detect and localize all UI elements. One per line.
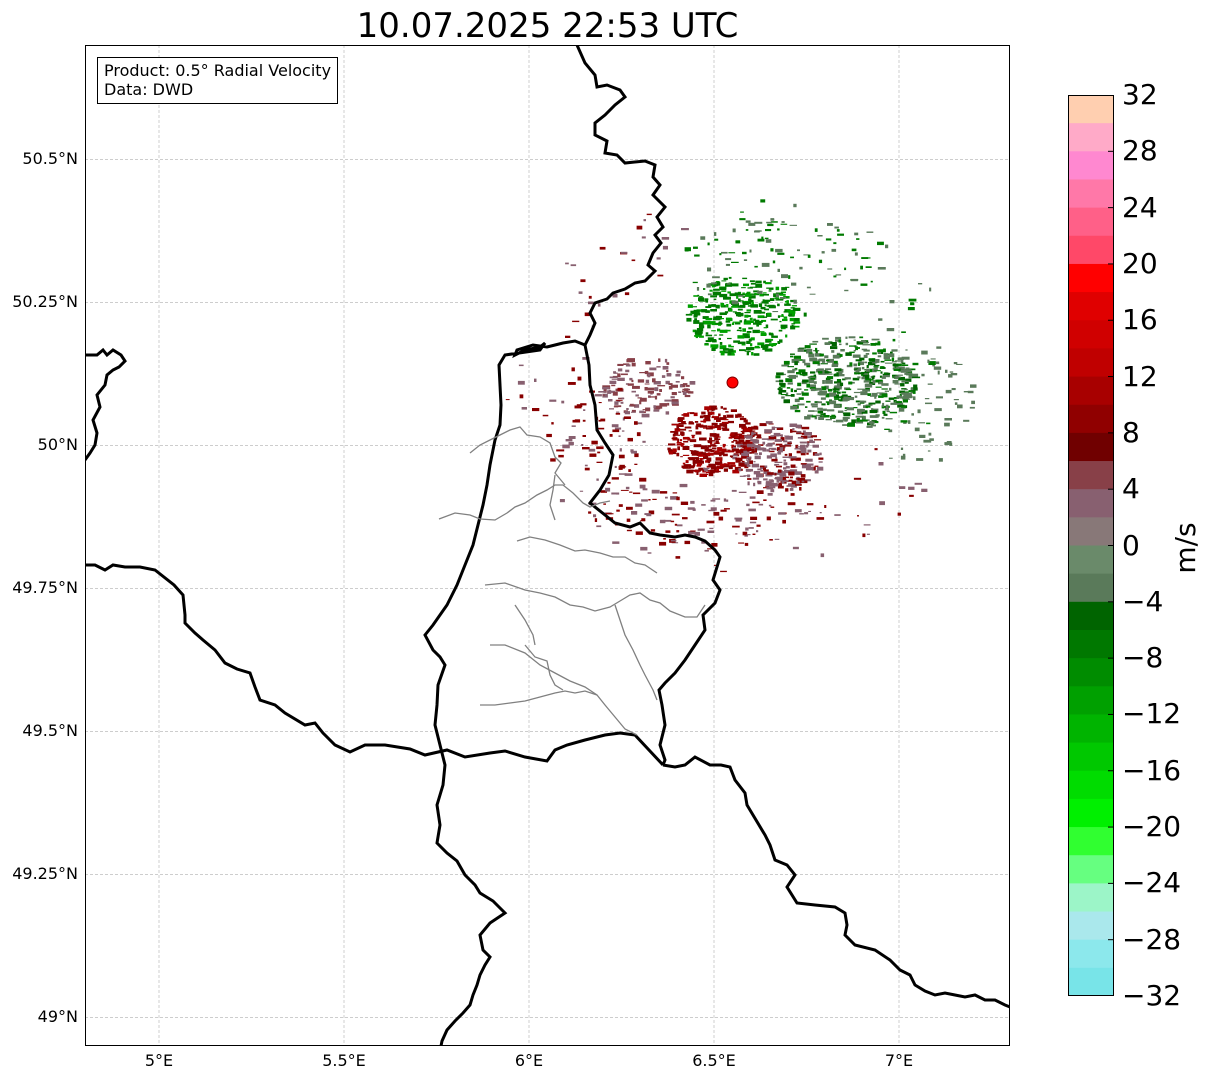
colorbar-tick-label: −32 xyxy=(1122,979,1182,1012)
colorbar-band xyxy=(1068,235,1114,265)
colorbar-band xyxy=(1068,123,1114,152)
product-info-box: Product: 0.5° Radial Velocity Data: DWD xyxy=(97,57,339,104)
colorbar-band xyxy=(1068,95,1114,124)
colorbar-band xyxy=(1068,911,1114,941)
colorbar-band xyxy=(1068,770,1114,800)
colorbar-tick-label: 16 xyxy=(1122,303,1158,337)
colorbar-band xyxy=(1068,658,1114,687)
colorbar-tick-label: 20 xyxy=(1122,246,1158,280)
lon-tick-label: 5°E xyxy=(144,1051,174,1070)
radar-map[interactable] xyxy=(85,45,1010,1046)
colorbar xyxy=(1068,95,1114,996)
colorbar-unit-label: m/s xyxy=(1169,522,1202,574)
colorbar-band xyxy=(1068,489,1114,518)
colorbar-band xyxy=(1068,461,1114,490)
radar-velocity-echoes xyxy=(505,199,977,573)
lat-tick-label: 50.25°N xyxy=(12,292,78,312)
colorbar-tick-label: 8 xyxy=(1122,415,1140,449)
colorbar-band xyxy=(1068,207,1114,237)
colorbar-band xyxy=(1068,517,1114,546)
colorbar-tick-label: 28 xyxy=(1122,134,1158,168)
colorbar-tick-label: −8 xyxy=(1122,641,1164,675)
colorbar-band xyxy=(1068,376,1114,406)
colorbar-band xyxy=(1068,629,1114,659)
map-area[interactable] xyxy=(85,45,1010,1046)
colorbar-tick-label: 4 xyxy=(1122,472,1140,506)
lat-tick-label: 49.5°N xyxy=(22,721,78,741)
colorbar-band xyxy=(1068,855,1114,884)
border-lu-fr xyxy=(85,563,665,767)
colorbar-band xyxy=(1068,432,1114,462)
lat-tick-label: 49.75°N xyxy=(12,578,78,598)
product-label: Product: 0.5° Radial Velocity xyxy=(104,61,332,80)
colorbar-band xyxy=(1068,348,1114,378)
colorbar-band xyxy=(1068,545,1114,575)
lat-lon-grid xyxy=(85,45,1010,1046)
border-lu-be-de xyxy=(423,339,586,1046)
colorbar-tick-label: −16 xyxy=(1122,753,1182,787)
border-de-fr xyxy=(662,755,1010,1009)
lat-tick-label: 49°N xyxy=(37,1007,78,1027)
colorbar-band xyxy=(1068,151,1114,180)
lat-tick-label: 50.5°N xyxy=(22,149,78,169)
colorbar-tick-label: −20 xyxy=(1122,810,1182,844)
map-title: 10.07.2025 22:53 UTC xyxy=(356,6,739,46)
colorbar-band xyxy=(1068,742,1114,772)
colorbar-band xyxy=(1068,939,1114,969)
colorbar-band xyxy=(1068,573,1114,603)
data-source-label: Data: DWD xyxy=(104,80,194,99)
lon-tick-label: 7°E xyxy=(884,1051,914,1070)
border-be-de xyxy=(575,45,668,346)
colorbar-tick-label: 24 xyxy=(1122,190,1158,224)
colorbar-tick-label: −12 xyxy=(1122,697,1182,731)
colorbar-band xyxy=(1068,601,1114,631)
colorbar-band xyxy=(1068,404,1114,434)
lon-tick-label: 6.5°E xyxy=(692,1051,736,1070)
colorbar-band xyxy=(1068,263,1114,293)
border-lu-de xyxy=(583,344,722,766)
colorbar-tick-label: 12 xyxy=(1122,359,1158,393)
colorbar-band xyxy=(1068,798,1114,828)
radar-site-marker[interactable] xyxy=(726,376,739,389)
colorbar-tick-label: 32 xyxy=(1122,78,1158,111)
colorbar-band xyxy=(1068,827,1114,856)
lat-tick-label: 50°N xyxy=(37,435,78,455)
colorbar-tick-label: −4 xyxy=(1122,584,1164,618)
lat-tick-label: 49.25°N xyxy=(12,864,78,884)
colorbar-band xyxy=(1068,967,1114,996)
colorbar-band xyxy=(1068,179,1114,209)
border-fr-be-west xyxy=(85,347,127,461)
colorbar-tick-label: −24 xyxy=(1122,866,1182,900)
colorbar-band xyxy=(1068,292,1114,321)
colorbar-bands xyxy=(1068,95,1114,996)
colorbar-band xyxy=(1068,714,1114,744)
colorbar-band xyxy=(1068,686,1114,715)
colorbar-band xyxy=(1068,883,1114,913)
luxembourg-regions xyxy=(438,426,706,736)
country-borders xyxy=(85,45,1010,1046)
colorbar-tick-label: −28 xyxy=(1122,922,1182,956)
lon-tick-label: 5.5°E xyxy=(322,1051,366,1070)
colorbar-band xyxy=(1068,320,1114,349)
lon-tick-label: 6°E xyxy=(514,1051,544,1070)
colorbar-tick-label: 0 xyxy=(1122,528,1140,562)
